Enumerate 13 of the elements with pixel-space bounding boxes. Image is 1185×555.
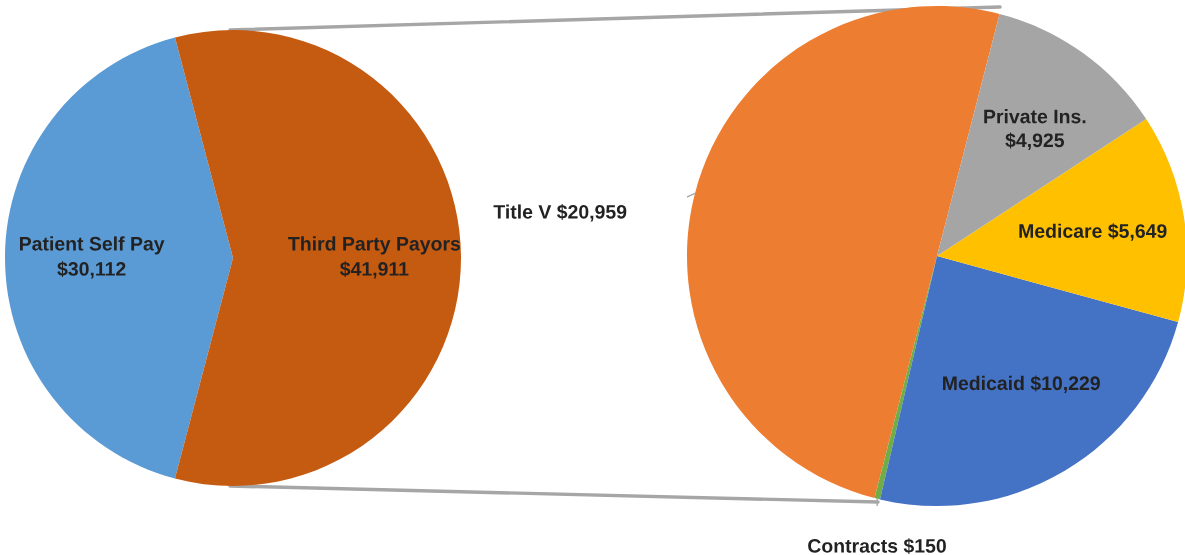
slice-label: Contracts $150 [808,538,946,555]
slice-label: Medicare $5,649 [1019,223,1167,241]
pie-slice [5,37,233,479]
slice-label: Patient Self Pay [20,236,165,255]
slice-label: Private Ins. [984,109,1086,124]
slice-label: Medicaid $10,229 [943,375,1100,393]
pie-slice [174,30,461,486]
data-label: $30,112 [57,261,126,279]
data-label: $4,925 [1005,132,1065,150]
slice-label: Third Party Payors [288,236,461,255]
data-label: $41,911 [340,261,409,279]
pie-slice [879,256,1179,506]
slice-label: Title V $20,959 [493,204,627,222]
